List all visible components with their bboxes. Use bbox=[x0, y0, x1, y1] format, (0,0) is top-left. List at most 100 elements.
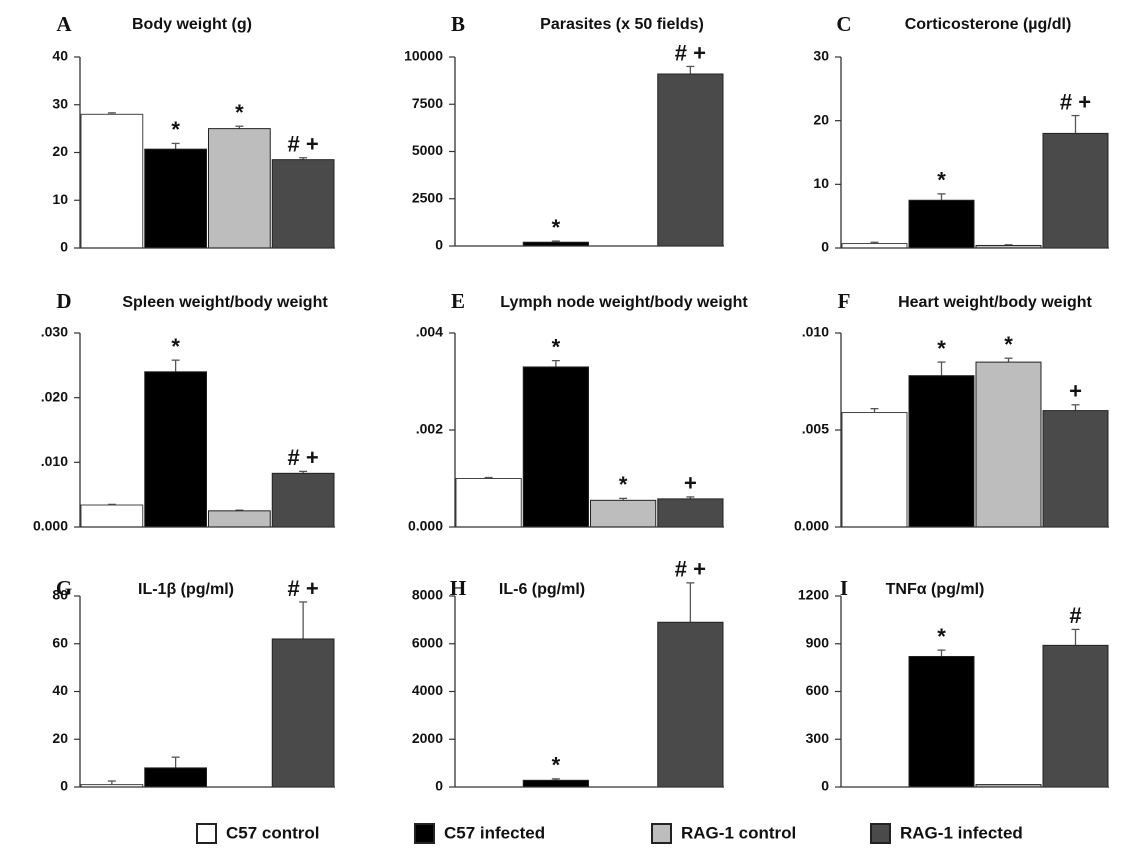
legend-label-c57-infected: C57 infected bbox=[444, 823, 545, 842]
panel-a-tick-label: 10 bbox=[52, 191, 68, 207]
panel-g-tick-label: 80 bbox=[52, 587, 68, 603]
panel-b-letter: B bbox=[451, 12, 465, 36]
panel-h-tick-label: 6000 bbox=[412, 634, 443, 650]
panel-h-bar-rag1-infected bbox=[657, 621, 724, 788]
panel-g-letter: G bbox=[56, 576, 72, 600]
panel-f-tick-label: .005 bbox=[802, 421, 829, 437]
panel-e-title: Lymph node weight/body weight bbox=[500, 294, 748, 311]
panel-e-annotation-rag1-control: * bbox=[619, 472, 628, 497]
legend-swatch-c57-control bbox=[196, 823, 217, 844]
panel-b-annotation-rag1-infected: # + bbox=[675, 40, 706, 65]
panel-c-tick-label: 30 bbox=[813, 48, 829, 64]
panel-d-letter: D bbox=[56, 289, 71, 313]
panel-e-tick-label: .002 bbox=[416, 421, 443, 437]
panel-g: G IL-1β (pg/ml) 0 20 40 60 80 # + bbox=[52, 576, 335, 794]
panel-f-title: Heart weight/body weight bbox=[898, 294, 1092, 311]
panel-g-tick-label: 60 bbox=[52, 634, 68, 650]
panel-f-bar-rag1-control bbox=[975, 361, 1042, 528]
panel-e-bar-c57-control bbox=[455, 478, 522, 528]
panel-f: F Heart weight/body weight 0.000 .005 .010 * *… bbox=[794, 289, 1109, 534]
panel-a-tick-label: 20 bbox=[52, 143, 68, 159]
panel-c-annotation-c57-infected: * bbox=[937, 168, 946, 193]
panel-g-bar-c57-infected bbox=[144, 767, 207, 788]
panel-e-annotation-c57-infected: * bbox=[552, 334, 561, 359]
panel-f-annotation-c57-infected: * bbox=[937, 336, 946, 361]
panel-h-tick-label: 8000 bbox=[412, 587, 443, 603]
panel-e-annotation-rag1-infected: + bbox=[684, 471, 697, 496]
panel-b-tick-label: 5000 bbox=[412, 142, 443, 158]
panel-a-annotation-rag1-control: * bbox=[235, 100, 244, 125]
panel-b-tick-label: 10000 bbox=[404, 48, 443, 64]
panel-c-title: Corticosterone (µg/dl) bbox=[905, 16, 1072, 33]
panel-b: B Parasites (x 50 fields) 0 2500 5000 7500 100… bbox=[404, 12, 724, 253]
panel-h-tick-label: 0 bbox=[435, 778, 443, 794]
panel-i-tick-label: 600 bbox=[806, 682, 830, 698]
legend: C57 control C57 infected RAG-1 control RAG-… bbox=[196, 823, 1023, 844]
panel-g-tick-label: 0 bbox=[60, 778, 68, 794]
panel-a-bar-c57-infected bbox=[144, 148, 207, 249]
panel-a-tick-label: 30 bbox=[52, 95, 68, 111]
panel-d-bar-rag1-control bbox=[208, 510, 271, 528]
panel-h-letter: H bbox=[450, 576, 466, 600]
panel-a-tick-label: 0 bbox=[60, 239, 68, 255]
panel-a-bar-rag1-control bbox=[208, 128, 271, 249]
panel-i-tick-label: 900 bbox=[806, 634, 830, 650]
panel-d-tick-label: .010 bbox=[41, 453, 68, 469]
panel-i: I TNFα (pg/ml) 0 300 600 900 1200 * # bbox=[798, 576, 1109, 794]
legend-label-c57-control: C57 control bbox=[226, 823, 320, 842]
panel-i-annotation-rag1-infected: # bbox=[1069, 603, 1081, 628]
panel-d-title: Spleen weight/body weight bbox=[122, 294, 328, 311]
panel-f-bar-c57-infected bbox=[908, 375, 975, 528]
panel-i-bar-rag1-infected bbox=[1042, 644, 1109, 788]
panel-i-title: TNFα (pg/ml) bbox=[886, 581, 985, 598]
panel-h-annotation-rag1-infected: # + bbox=[675, 557, 706, 582]
legend-swatch-rag1-infected bbox=[870, 823, 891, 844]
panel-f-bar-rag1-infected bbox=[1042, 410, 1109, 528]
panel-b-annotation-c57-infected: * bbox=[552, 215, 561, 240]
panel-b-tick-label: 0 bbox=[435, 237, 443, 253]
panel-c: C Corticosterone (µg/dl) 0 10 20 30 * # + bbox=[813, 12, 1109, 255]
panel-d-bar-c57-control bbox=[80, 504, 144, 528]
panel-d-tick-label: .020 bbox=[41, 388, 68, 404]
panel-c-tick-label: 0 bbox=[821, 239, 829, 255]
panel-e-tick-label: .004 bbox=[416, 324, 443, 340]
panel-e-bar-c57-infected bbox=[522, 366, 589, 528]
panel-a-bar-c57-control bbox=[80, 113, 144, 249]
legend-label-rag1-control: RAG-1 control bbox=[681, 823, 796, 842]
panel-a: A Body weight (g) 0 10 20 30 40 * * # + bbox=[52, 12, 335, 255]
panel-i-tick-label: 300 bbox=[806, 730, 830, 746]
panel-h-bar-c57-infected bbox=[522, 779, 589, 788]
legend-swatch-c57-infected bbox=[414, 823, 435, 844]
panel-a-annotation-rag1-infected: # + bbox=[288, 132, 319, 157]
panel-c-annotation-rag1-infected: # + bbox=[1060, 89, 1091, 114]
panel-h-tick-label: 4000 bbox=[412, 682, 443, 698]
panel-g-tick-label: 40 bbox=[52, 682, 68, 698]
panel-f-annotation-rag1-infected: + bbox=[1069, 379, 1082, 404]
panel-c-bar-c57-control bbox=[841, 243, 908, 249]
panel-c-tick-label: 10 bbox=[813, 175, 829, 191]
panel-b-bar-rag1-infected bbox=[657, 73, 724, 247]
panel-h-annotation-c57-infected: * bbox=[552, 753, 561, 778]
panel-d-bar-c57-infected bbox=[144, 371, 207, 528]
panel-f-bar-c57-control bbox=[841, 412, 908, 528]
panel-d-tick-label: 0.000 bbox=[33, 518, 68, 534]
panel-f-annotation-rag1-control: * bbox=[1004, 332, 1013, 357]
legend-swatch-rag1-control bbox=[651, 823, 672, 844]
panel-b-tick-label: 7500 bbox=[412, 95, 443, 111]
panel-h-tick-label: 2000 bbox=[412, 730, 443, 746]
panel-i-bar-c57-infected bbox=[908, 655, 975, 788]
legend-label-rag1-infected: RAG-1 infected bbox=[900, 823, 1023, 842]
panel-i-tick-label: 0 bbox=[821, 778, 829, 794]
panel-g-title: IL-1β (pg/ml) bbox=[138, 581, 234, 598]
panel-c-letter: C bbox=[836, 12, 851, 36]
panels: A Body weight (g) 0 10 20 30 40 * * # + B Parasites… bbox=[33, 12, 1109, 794]
panel-g-tick-label: 20 bbox=[52, 730, 68, 746]
panel-f-tick-label: .010 bbox=[802, 324, 829, 340]
panel-i-letter: I bbox=[840, 576, 848, 600]
panel-a-annotation-c57-infected: * bbox=[171, 117, 180, 142]
panel-g-annotation-rag1-infected: # + bbox=[288, 576, 319, 601]
panel-b-title: Parasites (x 50 fields) bbox=[540, 16, 704, 33]
panel-c-bar-rag1-infected bbox=[1042, 132, 1109, 249]
panel-d-tick-label: .030 bbox=[41, 324, 68, 340]
